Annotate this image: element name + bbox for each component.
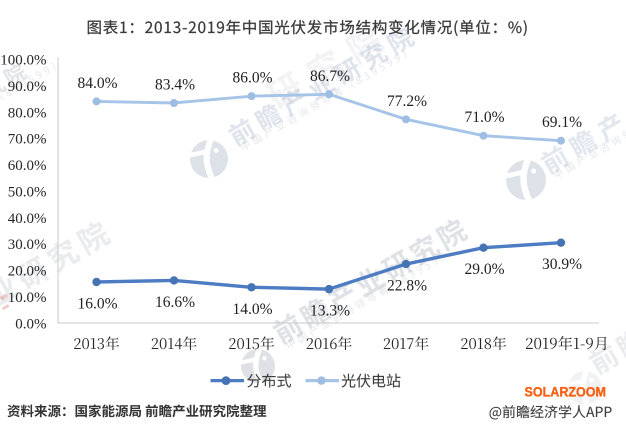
svg-text:29.0%: 29.0% [464, 261, 504, 278]
svg-text:30.0%: 30.0% [8, 237, 47, 253]
svg-text:80.0%: 80.0% [8, 105, 47, 121]
svg-text:20.0%: 20.0% [8, 264, 47, 280]
svg-text:100.0%: 100.0% [0, 53, 46, 69]
svg-text:83.4%: 83.4% [155, 77, 195, 94]
svg-text:40.0%: 40.0% [8, 211, 47, 227]
svg-text:69.1%: 69.1% [542, 114, 582, 131]
svg-text:86.0%: 86.0% [232, 70, 272, 87]
svg-text:71.0%: 71.0% [464, 109, 504, 126]
svg-text:90.0%: 90.0% [8, 79, 47, 95]
svg-text:14.0%: 14.0% [232, 301, 272, 318]
svg-text:0.0%: 0.0% [15, 316, 46, 332]
svg-text:16.0%: 16.0% [77, 296, 117, 313]
svg-text:86.7%: 86.7% [310, 68, 350, 85]
svg-text:22.8%: 22.8% [387, 278, 427, 295]
svg-text:70.0%: 70.0% [8, 132, 47, 148]
svg-text:SOLARZOOM: SOLARZOOM [525, 384, 607, 399]
svg-text:10.0%: 10.0% [8, 290, 47, 306]
svg-text:60.0%: 60.0% [8, 158, 47, 174]
svg-text:30.9%: 30.9% [542, 256, 582, 273]
svg-text:16.6%: 16.6% [155, 294, 195, 311]
svg-text:50.0%: 50.0% [8, 184, 47, 200]
svg-text:84.0%: 84.0% [77, 75, 117, 92]
svg-text:77.2%: 77.2% [387, 93, 427, 110]
svg-text:13.3%: 13.3% [310, 303, 350, 320]
